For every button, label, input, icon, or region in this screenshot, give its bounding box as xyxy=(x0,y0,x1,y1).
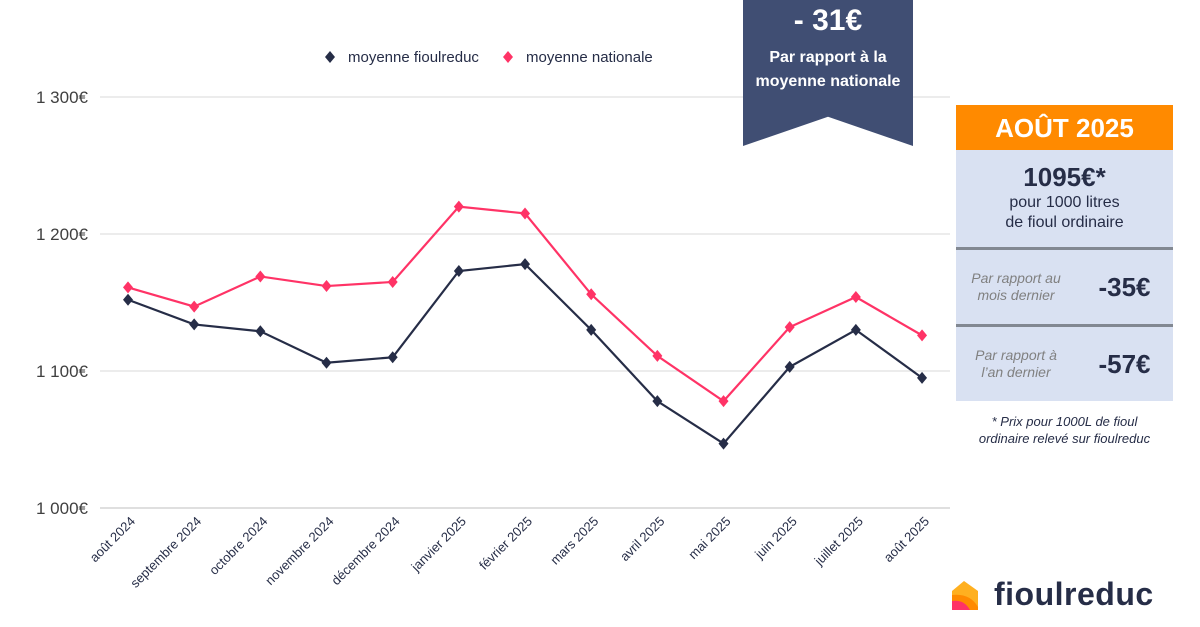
legend-marker xyxy=(325,51,335,63)
month-difference-value: -35€ xyxy=(1098,271,1151,302)
data-point xyxy=(189,300,200,313)
year-difference-value: -57€ xyxy=(1098,348,1151,379)
data-point xyxy=(387,351,398,364)
data-point xyxy=(453,200,464,213)
divider xyxy=(956,324,1173,327)
data-point xyxy=(189,318,200,331)
data-point xyxy=(123,293,133,306)
y-tick-label: 1 200€ xyxy=(36,225,89,244)
national-difference-value: - 31€ xyxy=(793,4,863,37)
month-comparison-row: Par rapport au mois dernier -35€ xyxy=(956,250,1173,324)
year-comparison-row: Par rapport à l’an dernier -57€ xyxy=(956,327,1173,401)
divider xyxy=(956,247,1173,250)
y-tick-label: 1 100€ xyxy=(36,362,89,381)
data-point xyxy=(850,291,861,304)
price-desc-line2: de fioul ordinaire xyxy=(1005,214,1124,231)
data-point xyxy=(917,329,928,342)
x-tick-label: août 2024 xyxy=(87,514,139,566)
footnote-line2: ordinaire relevé sur fioulreduc xyxy=(978,431,1151,446)
series-line xyxy=(127,262,923,446)
x-tick-label: août 2025 xyxy=(881,514,933,566)
data-point xyxy=(453,264,464,277)
logo-text: fioulreduc xyxy=(994,576,1154,612)
data-point xyxy=(321,356,332,369)
x-tick-label: juillet 2025 xyxy=(811,514,866,569)
data-point xyxy=(784,321,795,334)
card-month-header: AOÛT 2025 xyxy=(956,105,1173,150)
month-label-line2: mois dernier xyxy=(977,287,1055,303)
data-point xyxy=(123,281,133,294)
data-point xyxy=(586,288,597,301)
data-point xyxy=(652,395,663,408)
year-label-line1: Par rapport à xyxy=(975,347,1057,363)
x-tick-label: juin 2025 xyxy=(751,514,800,563)
x-tick-label: mai 2025 xyxy=(685,514,733,562)
x-tick-label: mars 2025 xyxy=(547,514,601,568)
series-line xyxy=(127,205,923,403)
data-point xyxy=(652,349,663,362)
footnote-line1: * Prix pour 1000L de fioul xyxy=(991,414,1138,429)
y-tick-label: 1 300€ xyxy=(36,88,89,107)
x-tick-label: novembre 2024 xyxy=(262,514,336,588)
x-tick-label: avril 2025 xyxy=(617,514,667,564)
current-price: 1095€* xyxy=(1023,162,1106,192)
data-point xyxy=(387,275,398,288)
house-logo-icon xyxy=(952,580,978,610)
y-tick-label: 1 000€ xyxy=(36,499,89,518)
data-point xyxy=(718,437,729,450)
data-point xyxy=(784,360,795,373)
legend-marker xyxy=(503,51,513,63)
data-point xyxy=(255,325,266,338)
data-point xyxy=(850,323,861,336)
year-label-line2: l’an dernier xyxy=(981,364,1051,380)
ribbon-label-line2: moyenne nationale xyxy=(755,73,901,90)
line-chart: 1 000€ 1 100€ 1 200€ 1 300€ août 2024septemb… xyxy=(36,49,950,591)
data-point xyxy=(917,371,928,384)
data-point xyxy=(586,323,597,336)
data-point xyxy=(321,280,332,293)
data-point xyxy=(520,207,531,220)
x-tick-label: septembre 2024 xyxy=(127,514,204,591)
x-tick-label: décembre 2024 xyxy=(328,514,402,588)
x-tick-label: février 2025 xyxy=(476,514,535,573)
legend-label: moyenne fioulreduc xyxy=(348,49,479,66)
footnote: * Prix pour 1000L de fioul ordinaire rel… xyxy=(956,413,1173,447)
price-desc-line1: pour 1000 litres xyxy=(1009,194,1120,211)
x-tick-label: janvier 2025 xyxy=(408,514,469,575)
data-point xyxy=(520,258,531,271)
ribbon-label-line1: Par rapport à la xyxy=(769,49,887,66)
data-point xyxy=(255,270,266,283)
month-label-line1: Par rapport au xyxy=(971,270,1061,286)
fioulreduc-logo: fioulreduc xyxy=(950,576,1154,613)
x-tick-label: octobre 2024 xyxy=(206,514,270,578)
price-summary-card: AOÛT 2025 1095€* pour 1000 litres de fio… xyxy=(956,105,1173,401)
legend-label: moyenne nationale xyxy=(526,49,653,66)
data-point xyxy=(718,395,729,408)
